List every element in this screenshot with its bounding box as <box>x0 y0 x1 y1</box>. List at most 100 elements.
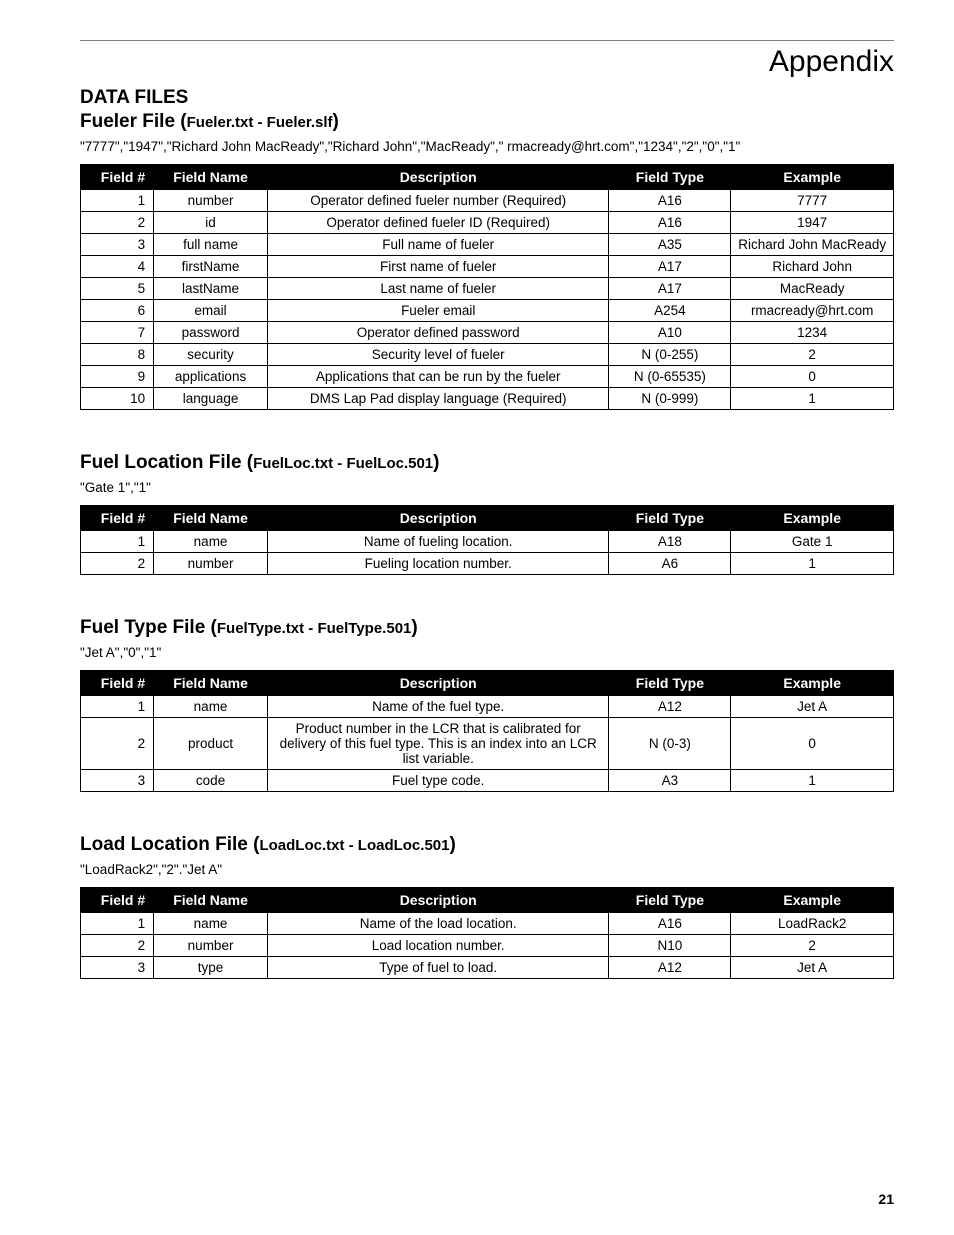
table-cell: Load location number. <box>267 935 608 957</box>
file-title-sub: FuelType.txt - FuelType.501 <box>217 620 412 637</box>
table-cell: Name of the load location. <box>267 913 608 935</box>
column-header: Field # <box>81 506 154 531</box>
table-header-row: Field #Field NameDescriptionField TypeEx… <box>81 506 894 531</box>
table-cell: name <box>154 696 268 718</box>
file-title-end: ) <box>449 834 455 855</box>
table-row: 1nameName of the fuel type.A12Jet A <box>81 696 894 718</box>
table-cell: type <box>154 957 268 979</box>
table-cell: password <box>154 322 268 344</box>
table-row: 4firstNameFirst name of fuelerA17Richard… <box>81 256 894 278</box>
table-cell: N (0-3) <box>609 718 731 770</box>
table-cell: Jet A <box>731 957 894 979</box>
table-row: 1nameName of fueling location.A18Gate 1 <box>81 531 894 553</box>
table-cell: Fueler email <box>267 300 608 322</box>
table-cell: Richard John <box>731 256 894 278</box>
sample-line: "LoadRack2","2"."Jet A" <box>80 862 894 877</box>
section-spacer <box>80 438 894 450</box>
file-title: Fuel Location File (FuelLoc.txt - FuelLo… <box>80 452 894 474</box>
file-title-sub: FuelLoc.txt - FuelLoc.501 <box>253 455 433 472</box>
table-cell: 1 <box>81 190 154 212</box>
table-cell: N (0-999) <box>609 388 731 410</box>
table-cell: 1 <box>731 388 894 410</box>
table-row: 8securitySecurity level of fuelerN (0-25… <box>81 344 894 366</box>
table-cell: A17 <box>609 278 731 300</box>
table-cell: A18 <box>609 531 731 553</box>
table-cell: id <box>154 212 268 234</box>
table-cell: Fuel type code. <box>267 770 608 792</box>
header-rule <box>80 40 894 41</box>
file-title-sub: Fueler.txt - Fueler.slf <box>187 114 333 131</box>
section-label: DATA FILES <box>80 87 894 109</box>
table-row: 2numberLoad location number.N102 <box>81 935 894 957</box>
table-cell: 8 <box>81 344 154 366</box>
table-cell: 4 <box>81 256 154 278</box>
column-header: Description <box>267 888 608 913</box>
page-header-title: Appendix <box>80 45 894 79</box>
table-cell: A16 <box>609 190 731 212</box>
table-cell: 1947 <box>731 212 894 234</box>
column-header: Description <box>267 671 608 696</box>
table-cell: A12 <box>609 957 731 979</box>
table-cell: Name of the fuel type. <box>267 696 608 718</box>
table-cell: Operator defined fueler ID (Required) <box>267 212 608 234</box>
table-row: 9applicationsApplications that can be ru… <box>81 366 894 388</box>
file-title: Fuel Type File (FuelType.txt - FuelType.… <box>80 617 894 639</box>
page-number: 21 <box>878 1191 894 1207</box>
column-header: Field # <box>81 165 154 190</box>
table-cell: Applications that can be run by the fuel… <box>267 366 608 388</box>
table-cell: DMS Lap Pad display language (Required) <box>267 388 608 410</box>
file-title-end: ) <box>333 111 339 132</box>
column-header: Field Name <box>154 671 268 696</box>
table-cell: email <box>154 300 268 322</box>
data-table: Field #Field NameDescriptionField TypeEx… <box>80 164 894 410</box>
table-cell: lastName <box>154 278 268 300</box>
table-cell: 1 <box>81 696 154 718</box>
column-header: Example <box>731 671 894 696</box>
table-row: 3typeType of fuel to load.A12Jet A <box>81 957 894 979</box>
column-header: Example <box>731 165 894 190</box>
table-cell: language <box>154 388 268 410</box>
column-header: Field Type <box>609 165 731 190</box>
table-cell: A254 <box>609 300 731 322</box>
file-title-end: ) <box>411 617 417 638</box>
file-title-sub: LoadLoc.txt - LoadLoc.501 <box>259 837 449 854</box>
sample-line: "Jet A","0","1" <box>80 645 894 660</box>
table-row: 3full nameFull name of fuelerA35Richard … <box>81 234 894 256</box>
table-cell: 2 <box>731 935 894 957</box>
table-cell: 1 <box>81 531 154 553</box>
data-table: Field #Field NameDescriptionField TypeEx… <box>80 670 894 792</box>
table-cell: 5 <box>81 278 154 300</box>
table-cell: A35 <box>609 234 731 256</box>
table-row: 3codeFuel type code.A31 <box>81 770 894 792</box>
column-header: Example <box>731 506 894 531</box>
table-cell: MacReady <box>731 278 894 300</box>
table-cell: Type of fuel to load. <box>267 957 608 979</box>
table-cell: A3 <box>609 770 731 792</box>
table-cell: 2 <box>81 212 154 234</box>
table-cell: 1234 <box>731 322 894 344</box>
table-row: 2numberFueling location number.A61 <box>81 553 894 575</box>
file-title: Load Location File (LoadLoc.txt - LoadLo… <box>80 834 894 856</box>
section-spacer <box>80 820 894 832</box>
file-title-main: Fueler File ( <box>80 111 187 132</box>
table-cell: 7 <box>81 322 154 344</box>
table-cell: firstName <box>154 256 268 278</box>
file-title-main: Fuel Location File ( <box>80 452 253 473</box>
column-header: Description <box>267 165 608 190</box>
column-header: Field Name <box>154 165 268 190</box>
table-row: 5lastNameLast name of fuelerA17MacReady <box>81 278 894 300</box>
table-cell: name <box>154 913 268 935</box>
section-spacer <box>80 603 894 615</box>
table-cell: Product number in the LCR that is calibr… <box>267 718 608 770</box>
table-cell: Last name of fueler <box>267 278 608 300</box>
table-cell: number <box>154 190 268 212</box>
table-cell: 3 <box>81 234 154 256</box>
column-header: Field Type <box>609 888 731 913</box>
table-cell: applications <box>154 366 268 388</box>
table-cell: A16 <box>609 913 731 935</box>
table-cell: 2 <box>81 553 154 575</box>
table-cell: Richard John MacReady <box>731 234 894 256</box>
table-cell: 2 <box>731 344 894 366</box>
tables-container: Fueler File (Fueler.txt - Fueler.slf)"77… <box>80 111 894 979</box>
table-cell: LoadRack2 <box>731 913 894 935</box>
